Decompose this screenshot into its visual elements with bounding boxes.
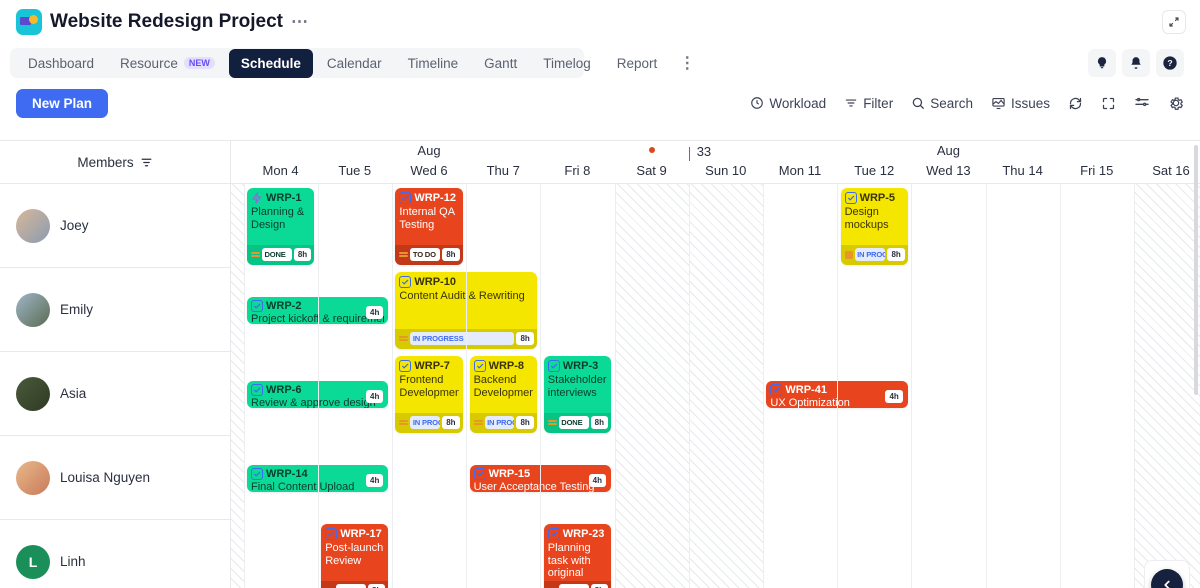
svg-text:?: ? (1167, 58, 1172, 68)
